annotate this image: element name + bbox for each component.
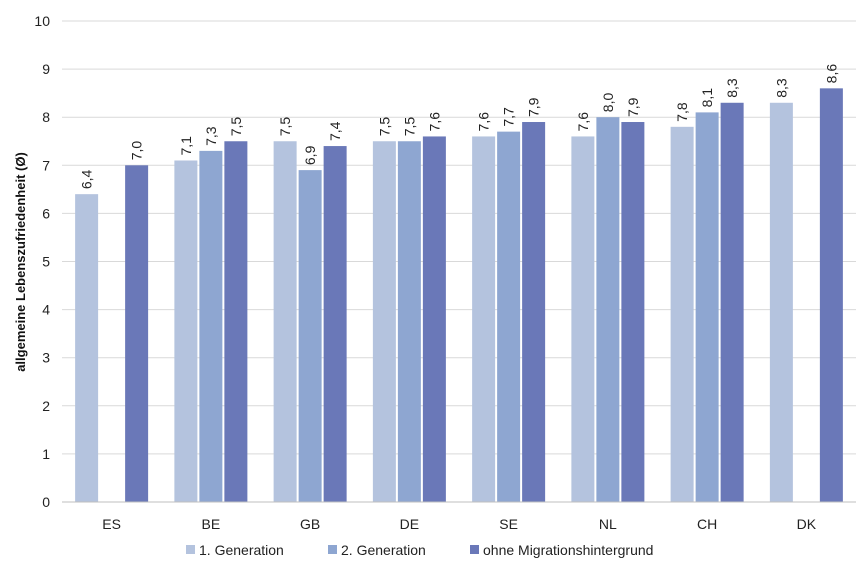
bar [621, 122, 645, 502]
bar [497, 131, 521, 502]
bar [695, 112, 719, 502]
data-label: 7,6 [476, 112, 492, 132]
data-label: 7,9 [526, 97, 542, 117]
bar [174, 160, 198, 503]
legend-swatch [186, 545, 195, 554]
data-label: 7,1 [178, 136, 194, 156]
data-label: 8,3 [724, 78, 740, 98]
data-label: 7,5 [228, 117, 244, 137]
data-label: 8,6 [823, 64, 839, 84]
data-labels: 6,4 7,0 7,1 7,3 7,5 7,5 6,9 7,4 7,5 7,5 7,6 7,6 7,7 7… [79, 64, 840, 189]
data-label: 7,8 [674, 102, 690, 122]
data-label: 7,6 [426, 112, 442, 132]
y-tick-label: 8 [42, 109, 50, 125]
bar [720, 102, 744, 503]
bar [224, 141, 248, 502]
x-axis-categories: ES BE GB DE SE NL CH DK [102, 516, 816, 532]
x-category-label: DE [400, 516, 419, 532]
data-label: 8,3 [773, 78, 789, 98]
bar [522, 122, 546, 502]
y-axis-ticks: 0 1 2 3 4 5 6 7 8 9 10 [34, 13, 50, 510]
data-label: 6,9 [302, 145, 318, 165]
data-label: 7,5 [277, 117, 293, 137]
data-label: 6,4 [79, 169, 95, 189]
y-tick-label: 3 [42, 350, 50, 366]
bars [75, 88, 843, 503]
bar [298, 170, 322, 503]
y-tick-label: 6 [42, 205, 50, 221]
data-label: 7,7 [501, 107, 517, 127]
legend: 1. Generation 2. Generation ohne Migration… [186, 542, 653, 558]
y-tick-label: 10 [34, 13, 50, 29]
legend-label: 1. Generation [199, 542, 284, 558]
y-tick-label: 9 [42, 61, 50, 77]
bar [596, 117, 620, 502]
data-label: 8,1 [699, 88, 715, 108]
data-label: 7,0 [129, 141, 145, 161]
bar [125, 165, 149, 503]
legend-label: ohne Migrationshintergrund [483, 542, 653, 558]
bar [769, 102, 793, 503]
x-category-label: BE [202, 516, 221, 532]
bar [571, 136, 595, 502]
y-tick-label: 0 [42, 494, 50, 510]
legend-swatch [328, 545, 337, 554]
x-category-label: SE [499, 516, 518, 532]
bar [372, 141, 396, 502]
y-tick-label: 2 [42, 398, 50, 414]
legend-swatch [470, 545, 479, 554]
bar [397, 141, 421, 502]
bar [422, 136, 446, 502]
x-category-label: GB [300, 516, 320, 532]
x-category-label: NL [599, 516, 617, 532]
y-tick-label: 4 [42, 302, 50, 318]
x-category-label: DK [797, 516, 817, 532]
data-label: 7,4 [327, 121, 343, 141]
y-tick-label: 7 [42, 157, 50, 173]
bar [273, 141, 297, 502]
data-label: 7,9 [625, 97, 641, 117]
bar [323, 146, 347, 502]
data-label: 7,5 [376, 117, 392, 137]
y-tick-label: 1 [42, 446, 50, 462]
x-category-label: CH [697, 516, 717, 532]
y-axis-label: allgemeine Lebenszufriedenheit (Ø) [13, 152, 28, 372]
bar [472, 136, 496, 502]
data-label: 7,6 [575, 112, 591, 132]
bar [75, 194, 99, 502]
bar [199, 150, 223, 502]
y-tick-label: 5 [42, 254, 50, 270]
bar [819, 88, 843, 502]
data-label: 8,0 [600, 93, 616, 113]
x-category-label: ES [102, 516, 121, 532]
bar [670, 126, 694, 502]
data-label: 7,3 [203, 126, 219, 146]
legend-label: 2. Generation [341, 542, 426, 558]
data-label: 7,5 [401, 117, 417, 137]
